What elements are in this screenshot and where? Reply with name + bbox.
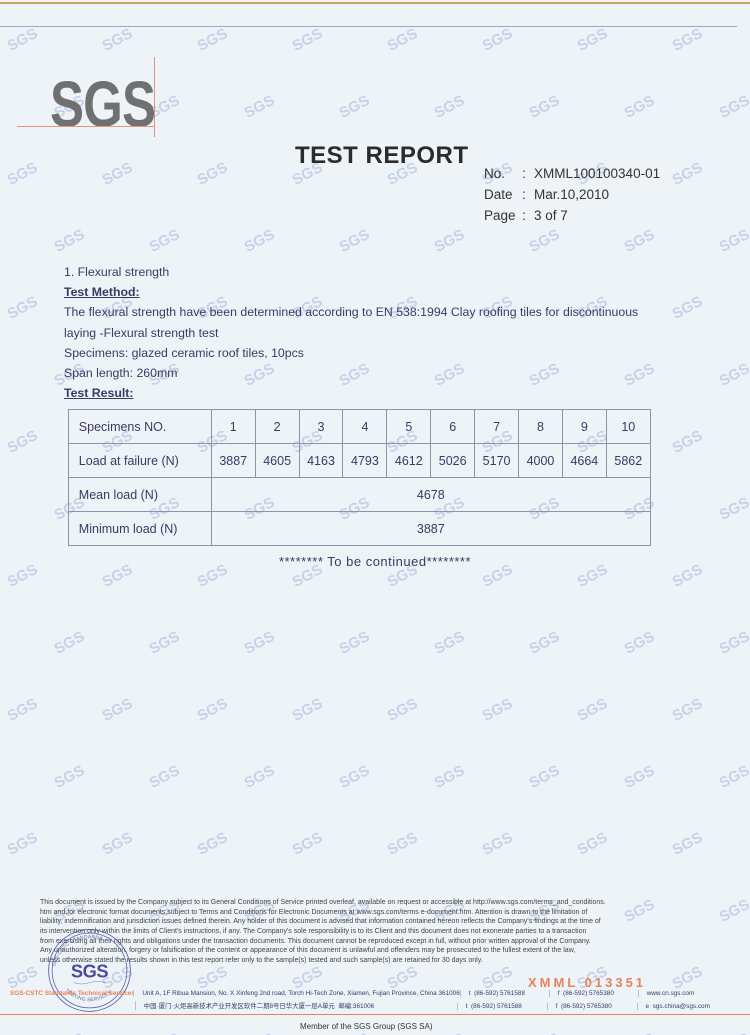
svg-text:SGS: SGS bbox=[71, 960, 109, 981]
